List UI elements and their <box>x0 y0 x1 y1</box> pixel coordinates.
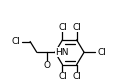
Text: Cl: Cl <box>12 37 21 46</box>
Text: Cl: Cl <box>72 23 81 32</box>
Text: O: O <box>43 61 50 70</box>
Text: Cl: Cl <box>72 72 81 81</box>
Text: HN: HN <box>55 48 69 57</box>
Text: Cl: Cl <box>58 72 67 81</box>
Text: Cl: Cl <box>58 23 67 32</box>
Text: Cl: Cl <box>98 48 107 57</box>
